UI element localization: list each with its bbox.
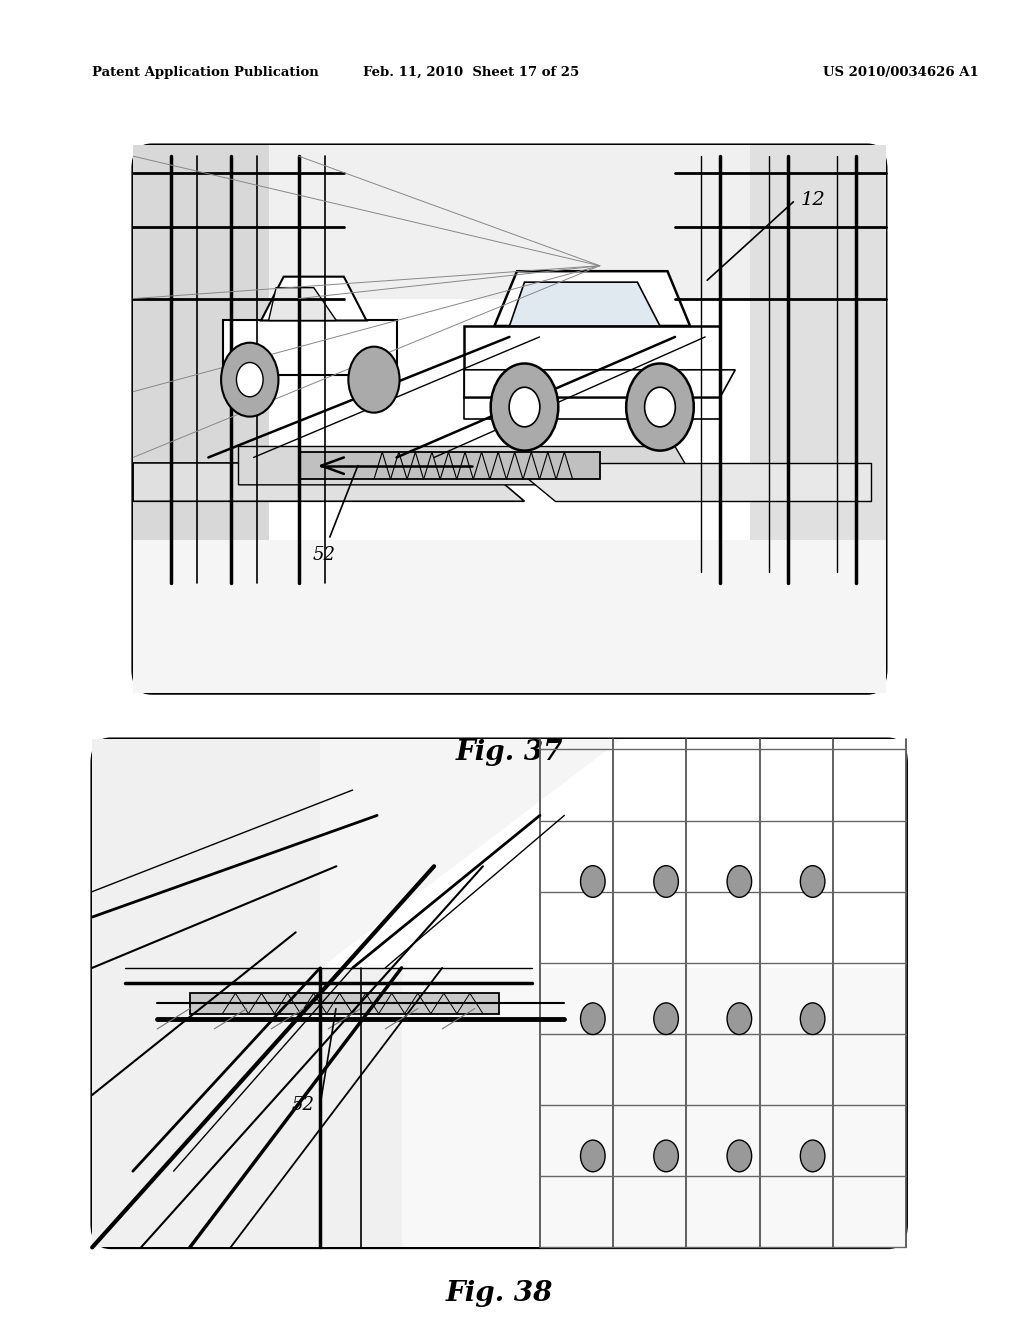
Polygon shape [261,277,367,321]
Circle shape [348,347,399,413]
Text: US 2010/0034626 A1: US 2010/0034626 A1 [823,66,979,79]
Polygon shape [321,739,622,968]
Circle shape [645,387,676,426]
Polygon shape [92,739,906,1247]
Circle shape [801,1003,825,1035]
Polygon shape [495,271,690,326]
Polygon shape [299,451,600,479]
Text: 52: 52 [312,546,335,564]
Circle shape [490,363,558,450]
Circle shape [581,866,605,898]
Polygon shape [133,463,524,502]
Text: 12: 12 [801,191,825,209]
Circle shape [653,1140,678,1172]
Circle shape [801,866,825,898]
Circle shape [653,866,678,898]
Polygon shape [510,282,659,326]
Circle shape [727,1140,752,1172]
Text: Patent Application Publication: Patent Application Publication [92,66,318,79]
Circle shape [727,1003,752,1035]
Polygon shape [223,321,396,375]
Polygon shape [268,288,336,321]
Polygon shape [464,326,720,397]
Polygon shape [189,993,500,1014]
Polygon shape [321,739,906,968]
Circle shape [509,387,540,426]
Circle shape [653,1003,678,1035]
Circle shape [727,866,752,898]
Circle shape [626,363,694,450]
Text: Feb. 11, 2010  Sheet 17 of 25: Feb. 11, 2010 Sheet 17 of 25 [362,66,580,79]
Polygon shape [133,540,886,693]
FancyBboxPatch shape [92,739,906,1247]
Circle shape [581,1140,605,1172]
Polygon shape [133,145,268,693]
Polygon shape [92,739,401,1247]
Circle shape [237,363,263,397]
Polygon shape [133,145,886,298]
Text: Fig. 37: Fig. 37 [456,739,563,766]
Text: Fig. 38: Fig. 38 [445,1280,553,1307]
Polygon shape [751,145,886,693]
Circle shape [581,1003,605,1035]
Circle shape [221,343,279,417]
Polygon shape [510,463,870,502]
Text: 52: 52 [292,1096,315,1114]
Polygon shape [239,446,697,484]
FancyBboxPatch shape [133,145,886,693]
Polygon shape [464,370,735,397]
Circle shape [801,1140,825,1172]
